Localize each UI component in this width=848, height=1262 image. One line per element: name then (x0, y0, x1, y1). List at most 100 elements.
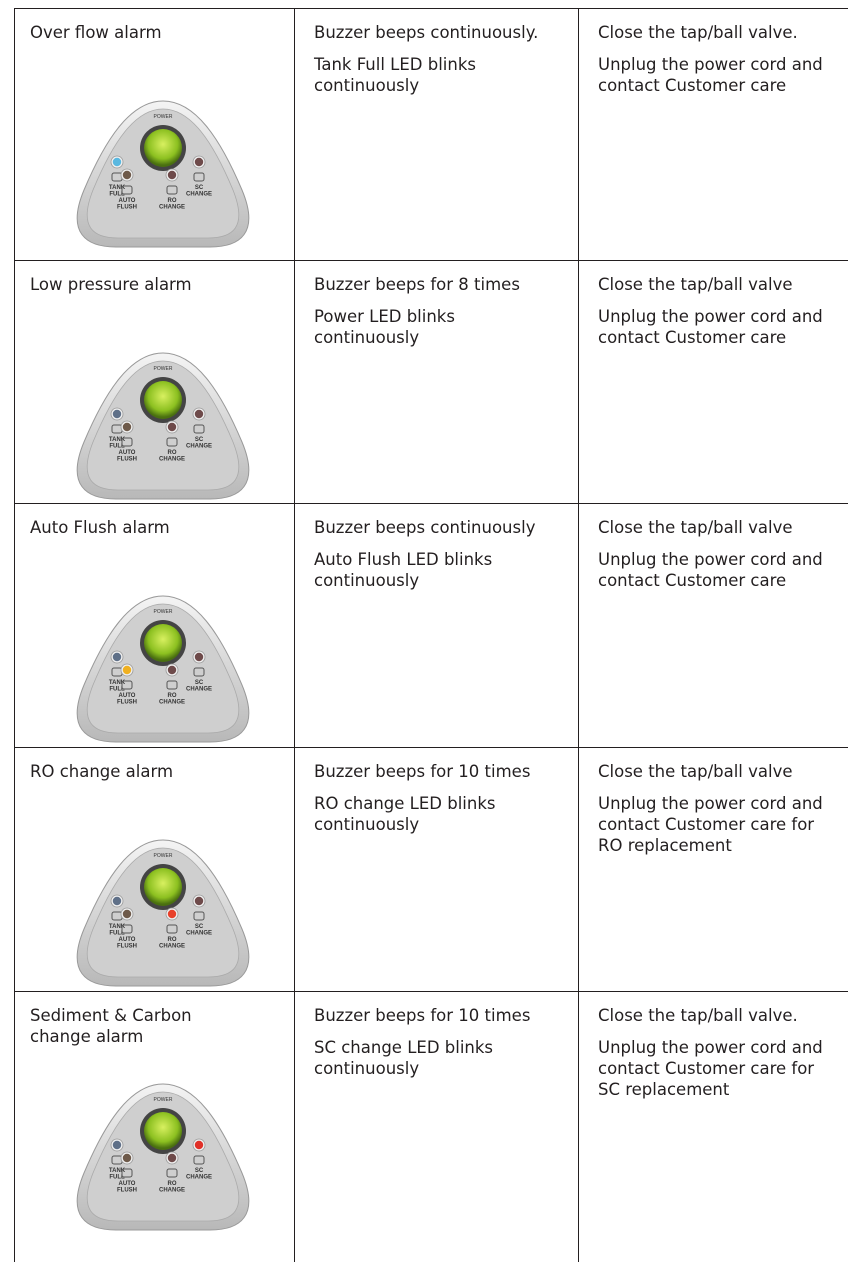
led-label: CHANGE (186, 1175, 212, 1181)
led (167, 170, 177, 180)
alarm-name: Over flow alarm (30, 23, 162, 42)
led (112, 157, 122, 167)
alarm-cell: RO change alarm POWER TANK FULL AUTO FLUSH RO C… (15, 748, 294, 991)
led-label: FLUSH (117, 700, 137, 706)
led-label: SC (195, 924, 204, 930)
panel-face (86, 847, 240, 978)
indication-text: RO change LED blinks continuously (314, 794, 496, 834)
led (167, 665, 177, 675)
led-icon (166, 1168, 178, 1178)
led-label: FLUSH (117, 457, 137, 463)
led-label: FLUSH (117, 944, 137, 950)
table-row: RO change alarm POWER TANK FULL AUTO FLUSH RO C… (14, 747, 848, 991)
led-label: RO (168, 937, 177, 943)
power-label: POWER (154, 853, 173, 859)
action-cell: Close the tap/ball valve. Unplug the powe… (578, 992, 848, 1262)
led-label: FULL (109, 687, 125, 693)
alarm-cell: Low pressure alarm POWER TANK FULL AUTO FLUSH… (15, 261, 294, 503)
alarm-cell: Auto Flush alarm POWER TANK FULL AUTO FLUSH RO… (15, 504, 294, 747)
led (122, 665, 132, 675)
indication-cell: Buzzer beeps continuously. Tank Full LED … (294, 9, 578, 260)
action-cell: Close the tap/ball valve Unplug the power… (578, 504, 848, 747)
led-label: CHANGE (159, 457, 185, 463)
led-label: CHANGE (159, 944, 185, 950)
action-text: Close the tap/ball valve. (598, 1006, 798, 1025)
indication-text: Buzzer beeps for 10 times (314, 762, 531, 781)
led-icon (193, 911, 205, 921)
led-label: CHANGE (159, 1188, 185, 1194)
led-icon (121, 437, 133, 447)
led-label: SC (195, 680, 204, 686)
led-label: TANK (109, 1168, 126, 1174)
led (194, 409, 204, 419)
power-label: POWER (154, 114, 173, 120)
led-label: SC (195, 437, 204, 443)
action-text: Unplug the power cord and contact Custom… (598, 794, 823, 855)
power-button (144, 129, 182, 167)
action-text: Close the tap/ball valve. (598, 23, 798, 42)
indication-text: Buzzer beeps continuously (314, 518, 536, 537)
action-cell: Close the tap/ball valve. Unplug the powe… (578, 9, 848, 260)
led-label: AUTO (119, 450, 136, 456)
panel-face (86, 603, 240, 734)
table-row: Low pressure alarm POWER TANK FULL AUTO FLUSH… (14, 260, 848, 503)
led-label: AUTO (119, 693, 136, 699)
led-icon (193, 424, 205, 434)
power-button (144, 381, 182, 419)
table-row: Auto Flush alarm POWER TANK FULL AUTO FLUSH RO… (14, 503, 848, 747)
table-row: Sediment & Carbon change alarm POWER TANK F… (14, 991, 848, 1262)
power-label: POWER (154, 609, 173, 615)
led (194, 896, 204, 906)
indication-text: Tank Full LED blinks continuously (314, 55, 476, 95)
alarm-name: Auto Flush alarm (30, 518, 170, 537)
alarm-name: RO change alarm (30, 762, 174, 781)
alarm-name: Sediment & Carbon change alarm (30, 1006, 192, 1046)
alarm-cell: Sediment & Carbon change alarm POWER TANK F… (15, 992, 294, 1262)
led-label: FLUSH (117, 1188, 137, 1194)
led-label: CHANGE (186, 444, 212, 450)
led-label: AUTO (119, 198, 136, 204)
indication-text: SC change LED blinks continuously (314, 1038, 494, 1078)
led (122, 422, 132, 432)
action-text: Close the tap/ball valve (598, 518, 793, 537)
led-label: RO (168, 693, 177, 699)
panel-face (86, 108, 240, 239)
power-label: POWER (154, 1097, 173, 1103)
led-icon (193, 1155, 205, 1165)
led-icon (121, 680, 133, 690)
table-row: Over flow alarm POWER TANK FULL AUTO FLUSH RO C… (14, 8, 848, 260)
alarm-name: Low pressure alarm (30, 275, 192, 294)
action-text: Unplug the power cord and contact Custom… (598, 1038, 823, 1099)
indication-text: Buzzer beeps for 10 times (314, 1006, 531, 1025)
led-icon (166, 924, 178, 934)
led-icon (166, 185, 178, 195)
led-label: SC (195, 185, 204, 191)
power-button (144, 624, 182, 662)
led-label: FULL (109, 931, 125, 937)
led-label: CHANGE (186, 931, 212, 937)
power-button (144, 1112, 182, 1150)
led (122, 170, 132, 180)
led-icon (121, 185, 133, 195)
led-icon (193, 172, 205, 182)
power-button (144, 868, 182, 906)
led (112, 652, 122, 662)
indication-text: Buzzer beeps for 8 times (314, 275, 520, 294)
led-icon (166, 437, 178, 447)
indication-cell: Buzzer beeps continuously Auto Flush LED … (294, 504, 578, 747)
led (112, 1140, 122, 1150)
led (122, 909, 132, 919)
indication-text: Power LED blinks continuously (314, 307, 455, 347)
led (194, 157, 204, 167)
led-label: TANK (109, 437, 126, 443)
indication-text: Buzzer beeps continuously. (314, 23, 539, 42)
alarm-cell: Over flow alarm POWER TANK FULL AUTO FLUSH RO C… (15, 9, 294, 260)
action-cell: Close the tap/ball valve Unplug the power… (578, 748, 848, 991)
led (112, 409, 122, 419)
led-icon (166, 680, 178, 690)
